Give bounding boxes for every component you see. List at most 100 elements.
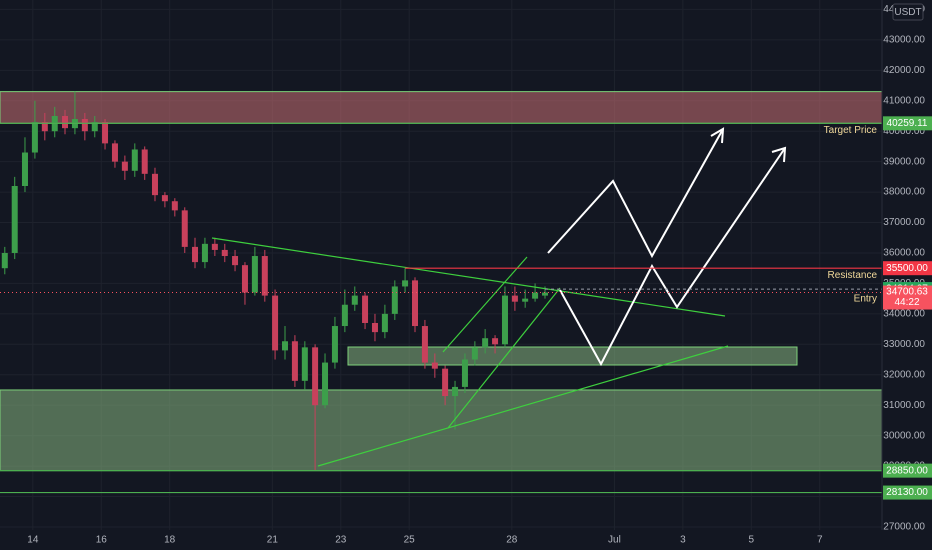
candle-body bbox=[221, 249, 228, 257]
y-tick-label: 43000.00 bbox=[883, 35, 925, 46]
entry-name: Entry bbox=[854, 294, 877, 305]
x-tick-label: 7 bbox=[817, 535, 823, 546]
candle-body bbox=[1, 252, 8, 269]
y-tick-label: 37000.00 bbox=[883, 217, 925, 228]
candle-body bbox=[62, 115, 69, 129]
currency: USDT bbox=[894, 7, 921, 18]
x-tick-label: 25 bbox=[404, 535, 416, 546]
candle-body bbox=[291, 341, 298, 381]
projection bbox=[547, 127, 787, 367]
candle-body bbox=[381, 313, 388, 333]
candle-body bbox=[461, 359, 468, 387]
x-tick-label: 3 bbox=[680, 535, 686, 546]
candle-body bbox=[492, 338, 499, 345]
y-tick-label: 42000.00 bbox=[883, 65, 925, 76]
projection-path bbox=[559, 147, 786, 367]
y-tick-label: 32000.00 bbox=[883, 369, 925, 380]
candle-body bbox=[402, 280, 409, 287]
candle-body bbox=[331, 326, 338, 363]
candle-body bbox=[11, 186, 18, 253]
zone bbox=[0, 91, 883, 124]
last-price-tag bbox=[883, 285, 932, 310]
candle-body bbox=[421, 326, 428, 363]
x-tick-label: 28 bbox=[506, 535, 518, 546]
last-price-label: 34700.63 bbox=[886, 287, 928, 298]
trend-line bbox=[211, 237, 726, 317]
y-tick-label: 38000.00 bbox=[883, 187, 925, 198]
candle-body bbox=[131, 149, 138, 171]
candle-body bbox=[542, 292, 549, 296]
candle-body bbox=[241, 265, 248, 293]
candle-body bbox=[371, 322, 378, 333]
trend-line bbox=[317, 345, 729, 467]
candle-body bbox=[272, 295, 279, 351]
entry-zone bbox=[347, 346, 798, 366]
candle-body bbox=[522, 298, 529, 302]
candle-body bbox=[151, 173, 158, 196]
candle-body bbox=[532, 292, 539, 299]
candle-body bbox=[111, 143, 118, 162]
candle-body bbox=[281, 341, 288, 351]
candle-body bbox=[31, 122, 38, 153]
x-tick-label: Jul bbox=[608, 535, 621, 546]
candle-body bbox=[261, 256, 268, 296]
price-tag bbox=[883, 116, 932, 131]
candle-body bbox=[141, 149, 148, 174]
candle-body bbox=[21, 152, 28, 187]
candle-body bbox=[91, 122, 98, 132]
candle-body bbox=[301, 347, 308, 381]
price-tag-label: 28130.00 bbox=[886, 487, 928, 498]
candle-body bbox=[341, 304, 348, 327]
candle-body bbox=[351, 295, 358, 305]
y-tick-label: 40000.00 bbox=[883, 126, 925, 137]
candle-body bbox=[362, 295, 369, 323]
candle-body bbox=[442, 368, 449, 397]
y-tick-label: 27000.00 bbox=[883, 522, 925, 533]
candle-body bbox=[431, 362, 438, 369]
trend-line bbox=[442, 256, 528, 353]
candle-body bbox=[391, 286, 398, 314]
price-tag-label: 40259.11 bbox=[887, 118, 928, 129]
price-tag bbox=[883, 463, 932, 478]
arrow-head bbox=[771, 146, 787, 163]
candle-body bbox=[121, 161, 128, 171]
candle-body bbox=[411, 280, 418, 327]
candle-body bbox=[102, 122, 109, 144]
level-name: Target Price bbox=[824, 125, 878, 136]
x-tick-label: 21 bbox=[267, 535, 279, 546]
x-tick-label: 16 bbox=[96, 535, 108, 546]
candle-body bbox=[181, 210, 188, 247]
price-tag-label: 28850.00 bbox=[886, 465, 928, 476]
candle-body bbox=[312, 347, 319, 406]
x-tick-label: 23 bbox=[335, 535, 347, 546]
candle-body bbox=[471, 347, 478, 360]
axis: 27000.0028000.0029000.0030000.0031000.00… bbox=[27, 4, 932, 546]
countdown: 44:22 bbox=[894, 297, 919, 308]
price-tag bbox=[883, 261, 932, 276]
candle-body bbox=[211, 243, 218, 250]
candle-body bbox=[171, 201, 178, 211]
candle-body bbox=[511, 295, 518, 302]
y-tick-label: 36000.00 bbox=[883, 248, 925, 259]
level-name: Resistance bbox=[828, 270, 878, 281]
candle-body bbox=[41, 122, 48, 132]
candle-body bbox=[201, 243, 208, 263]
arrow-head bbox=[710, 127, 725, 144]
y-tick-label: 33000.00 bbox=[883, 339, 925, 350]
y-tick-label: 41000.00 bbox=[883, 95, 925, 106]
price-tag-label: 35500.00 bbox=[886, 263, 928, 274]
price-tag bbox=[883, 485, 932, 500]
candle-body bbox=[452, 386, 459, 397]
x-tick-label: 18 bbox=[164, 535, 176, 546]
candle-body bbox=[81, 119, 88, 132]
candle-body bbox=[232, 256, 239, 266]
candle-body bbox=[482, 338, 489, 348]
candle-body bbox=[161, 195, 168, 202]
y-tick-label: 31000.00 bbox=[883, 400, 925, 411]
y-tick-label: 30000.00 bbox=[883, 430, 925, 441]
y-tick-label: 34000.00 bbox=[883, 309, 925, 320]
candle-body bbox=[192, 246, 199, 263]
candle-body bbox=[501, 295, 508, 345]
trend-lines bbox=[211, 237, 729, 467]
candle-body bbox=[322, 362, 329, 406]
